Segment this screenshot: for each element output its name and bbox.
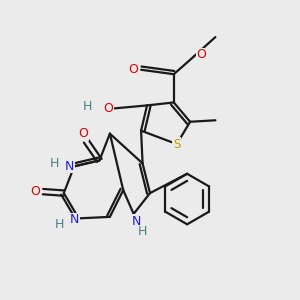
Text: O: O [196,48,206,62]
Text: S: S [173,138,180,151]
Text: O: O [129,63,139,76]
Text: H: H [138,225,147,238]
Text: H: H [83,100,92,113]
Text: N: N [70,213,79,226]
Text: N: N [132,215,141,228]
Text: N: N [65,160,74,173]
Text: O: O [78,127,88,140]
Text: O: O [103,102,113,115]
Text: H: H [50,157,60,170]
Text: O: O [31,185,40,198]
Text: H: H [55,218,64,231]
